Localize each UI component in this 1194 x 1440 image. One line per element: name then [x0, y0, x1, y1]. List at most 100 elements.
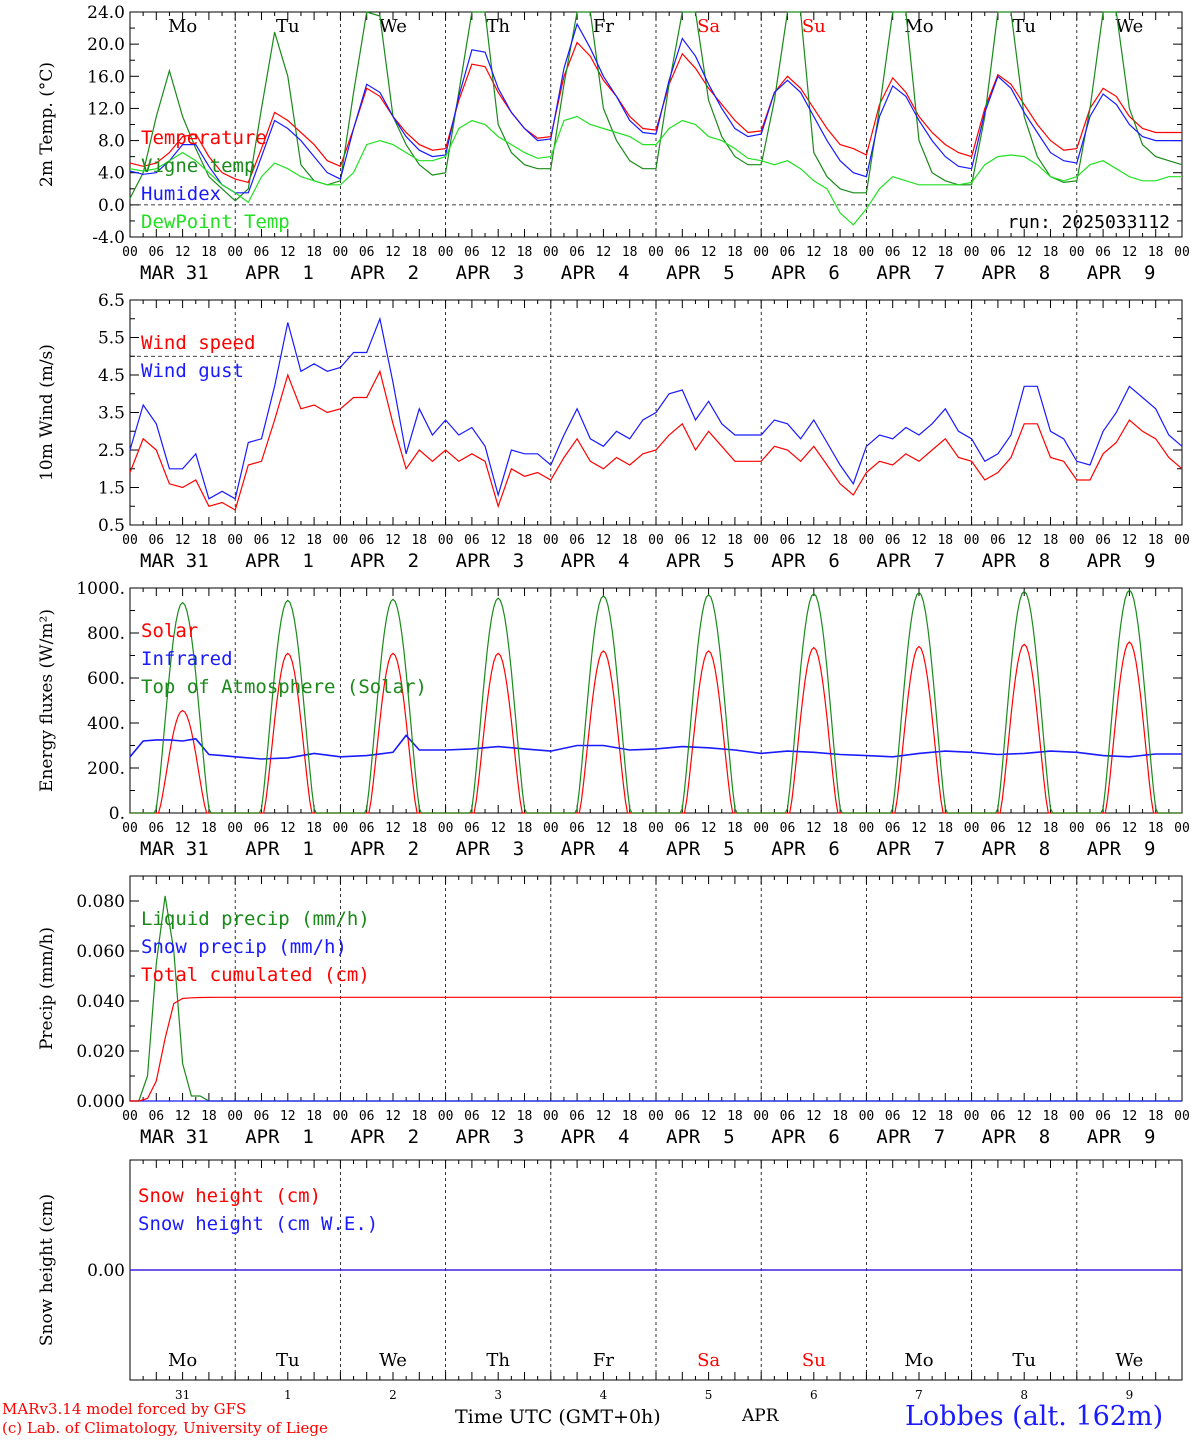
hour-label: 06 [464, 821, 480, 836]
weekday-label: We [379, 1350, 407, 1371]
hour-label: 00 [753, 533, 769, 548]
date-label: APR 5 [666, 1126, 735, 1148]
y-tick-label: 0.020 [76, 1042, 125, 1062]
y-tick-label: 5.5 [98, 329, 125, 349]
plot-frame [129, 587, 1183, 814]
weekday-label: Mo [168, 16, 197, 37]
series-group [129, 589, 1182, 814]
date-labels: MAR 31 APR 1 APR 2 APR 3 APR 4 APR 5 APR 6 APR … [140, 1126, 1155, 1148]
date-label: APR 1 [245, 550, 314, 572]
hour-label: 18 [306, 533, 322, 548]
hour-label: 06 [254, 1109, 270, 1124]
hour-label: 06 [569, 1109, 585, 1124]
hour-label: 00 [438, 245, 454, 260]
hour-label: 06 [885, 245, 901, 260]
hour-label: 18 [622, 1109, 638, 1124]
hour-label: 06 [990, 533, 1006, 548]
hour-label: 00 [1069, 821, 1085, 836]
hour-label: 06 [885, 533, 901, 548]
y-tick-label: 24.0 [87, 3, 125, 23]
hour-label: 12 [385, 245, 401, 260]
y-tick-label: 0.5 [98, 516, 125, 536]
y-tick-label: 200. [87, 759, 125, 779]
legend-entry: Top of Atmosphere (Solar) [141, 676, 427, 698]
series-line-humidex [129, 22, 1182, 194]
hour-label: 06 [1095, 821, 1111, 836]
hour-label: 00 [122, 533, 138, 548]
hour-label: 00 [438, 821, 454, 836]
y-tick-label: 0.080 [76, 892, 125, 912]
hour-label: 00 [122, 821, 138, 836]
hour-label: 12 [1122, 821, 1138, 836]
hour-label: 12 [280, 1109, 296, 1124]
hour-label: 00 [1174, 821, 1190, 836]
series-line-total-cumulated-cm [130, 996, 1182, 1102]
day-number-label: 9 [1126, 1388, 1134, 1402]
hour-label: 18 [832, 1109, 848, 1124]
y-tick-label: 16.0 [87, 67, 125, 87]
hour-label: 00 [543, 533, 559, 548]
hour-label: 12 [1016, 1109, 1032, 1124]
hour-label: 18 [201, 821, 217, 836]
date-label: APR 9 [1087, 550, 1156, 572]
hour-label: 18 [937, 821, 953, 836]
hour-label: 00 [859, 533, 875, 548]
hour-label: 06 [359, 245, 375, 260]
hour-label: 06 [148, 821, 164, 836]
hour-label: 06 [254, 821, 270, 836]
hour-labels: 00 06 12 18 00 06 12 18 00 06 12 18 00 06 12 18 00 06 12 18… [122, 245, 1190, 260]
hour-label: 00 [122, 1109, 138, 1124]
hour-label: 18 [517, 245, 533, 260]
hour-label: 06 [569, 533, 585, 548]
y-tick-label: 0.0 [98, 196, 125, 216]
legend-entry: Snow precip (mm/h) [141, 936, 347, 958]
hour-label: 12 [385, 821, 401, 836]
y-tick-label: 4.5 [98, 366, 125, 386]
hour-label: 06 [990, 1109, 1006, 1124]
legend-entry: Wind gust [141, 360, 244, 382]
hour-label: 18 [517, 1109, 533, 1124]
day-number-label: 2 [389, 1388, 397, 1402]
date-label: APR 4 [561, 550, 630, 572]
hour-label: 18 [622, 533, 638, 548]
series-line-infrared [129, 734, 1182, 760]
hour-label: 12 [1122, 533, 1138, 548]
run-label: run: 2025033112 [1007, 212, 1170, 233]
hour-label: 18 [622, 821, 638, 836]
date-label: APR 5 [666, 550, 735, 572]
weekday-label: Mo [168, 1350, 197, 1371]
y-axis-label: 2m Temp. (°C) [37, 62, 57, 187]
hour-label: 00 [227, 245, 243, 260]
hour-label: 00 [648, 533, 664, 548]
weekday-label: Sa [697, 1350, 720, 1371]
hour-label: 12 [911, 821, 927, 836]
weekday-label: Tu [276, 1350, 300, 1371]
hour-label: 00 [753, 245, 769, 260]
legend: Wind speed Wind gust [141, 332, 255, 382]
hour-label: 12 [490, 533, 506, 548]
hour-label: 06 [569, 245, 585, 260]
hour-label: 00 [859, 821, 875, 836]
legend-entry: Total cumulated (cm) [141, 964, 370, 986]
weekday-label: Fr [593, 1350, 614, 1371]
hour-label: 18 [306, 821, 322, 836]
y-tick-label: 1000. [76, 579, 125, 599]
date-label: MAR 31 [140, 1126, 209, 1148]
hour-label: 06 [464, 1109, 480, 1124]
date-label: APR 7 [876, 838, 945, 860]
y-axis-label: Energy fluxes (W/m²) [37, 609, 57, 792]
panel-4: 0.000 0.020 0.040 0.060 0.080 Precip (mm/h) 00… [37, 875, 1190, 1148]
date-label: APR 5 [666, 838, 735, 860]
legend-entry: Snow height (cm W.E.) [138, 1213, 378, 1235]
hour-label: 06 [780, 821, 796, 836]
hour-label: 06 [569, 821, 585, 836]
hour-label: 06 [674, 533, 690, 548]
weekday-label: Sa [697, 16, 720, 37]
hour-label: 18 [411, 533, 427, 548]
weekday-label: We [1116, 16, 1144, 37]
date-label: APR 6 [771, 262, 840, 284]
hour-label: 12 [911, 1109, 927, 1124]
hour-label: 06 [148, 245, 164, 260]
hour-label: 06 [464, 245, 480, 260]
hour-label: 06 [674, 1109, 690, 1124]
